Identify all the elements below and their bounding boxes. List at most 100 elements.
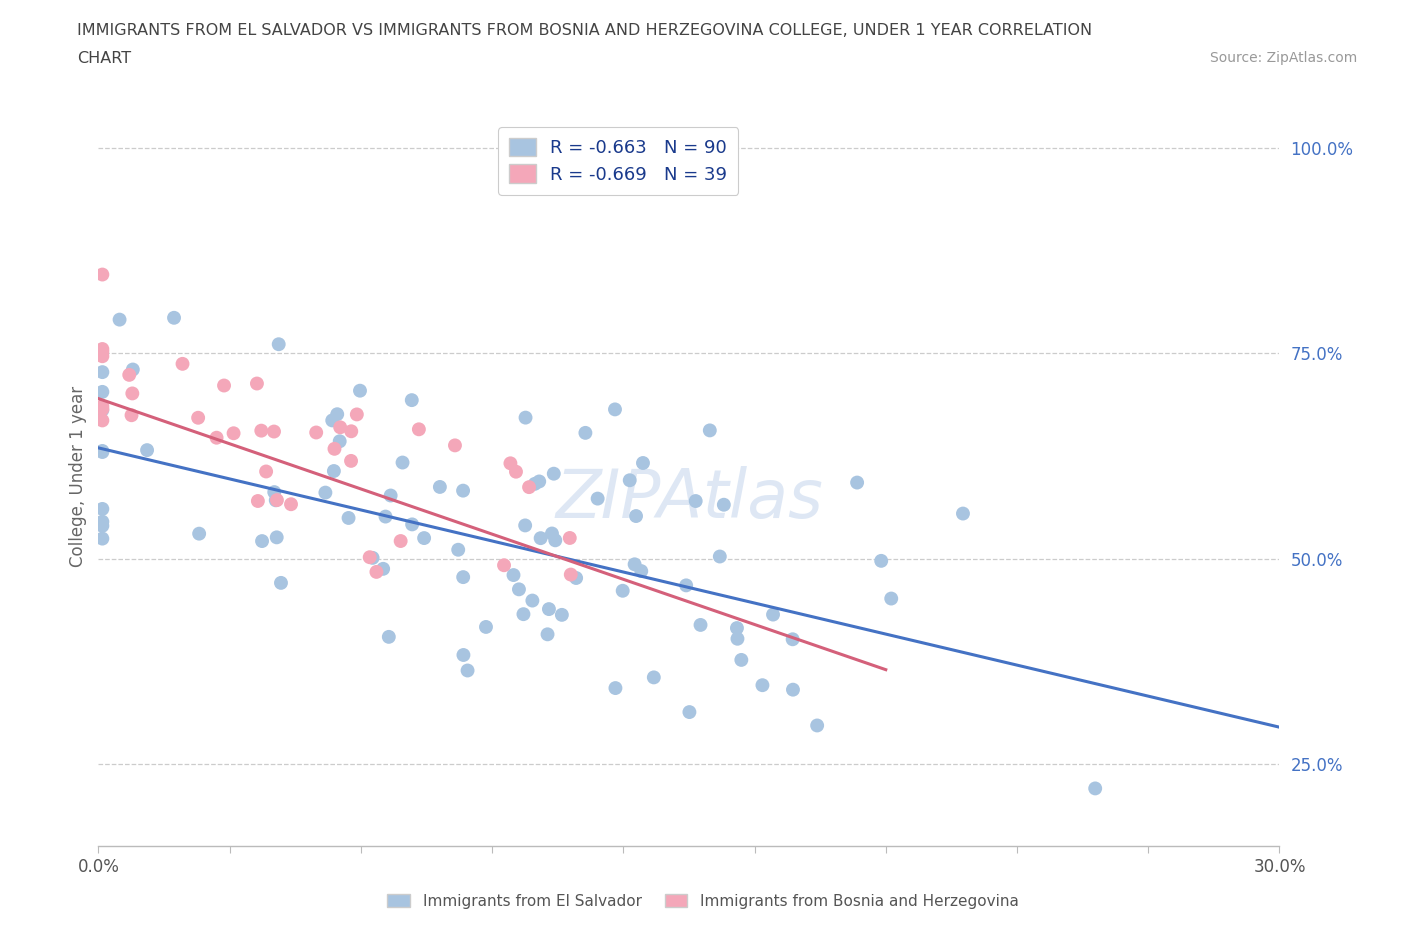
Point	[699, 423, 721, 438]
Point	[374, 509, 396, 524]
Point	[266, 493, 288, 508]
Point	[91, 518, 114, 533]
Point	[91, 365, 114, 379]
Point	[457, 663, 479, 678]
Point	[91, 531, 114, 546]
Point	[323, 442, 346, 457]
Point	[172, 356, 194, 371]
Point	[541, 526, 564, 541]
Point	[91, 349, 114, 364]
Point	[537, 602, 560, 617]
Point	[713, 498, 735, 512]
Point	[91, 344, 114, 359]
Point	[586, 491, 609, 506]
Point	[267, 337, 290, 352]
Point	[751, 678, 773, 693]
Point	[91, 444, 114, 458]
Point	[205, 431, 228, 445]
Point	[730, 653, 752, 668]
Point	[280, 497, 302, 512]
Point	[163, 311, 186, 325]
Text: CHART: CHART	[77, 51, 131, 66]
Point	[762, 607, 785, 622]
Point	[675, 578, 697, 592]
Point	[444, 438, 467, 453]
Point	[359, 550, 381, 565]
Point	[685, 494, 707, 509]
Point	[543, 466, 565, 481]
Point	[91, 445, 114, 459]
Point	[515, 518, 537, 533]
Point	[499, 456, 522, 471]
Point	[337, 511, 360, 525]
Point	[329, 433, 352, 448]
Point	[250, 534, 273, 549]
Point	[475, 619, 498, 634]
Point	[880, 591, 903, 606]
Point	[523, 476, 546, 491]
Point	[91, 403, 114, 418]
Point	[624, 509, 647, 524]
Text: Source: ZipAtlas.com: Source: ZipAtlas.com	[1209, 51, 1357, 65]
Point	[565, 571, 588, 586]
Point	[689, 618, 711, 632]
Point	[91, 399, 114, 414]
Point	[530, 531, 553, 546]
Point	[631, 456, 654, 471]
Point	[108, 312, 131, 327]
Point	[254, 464, 277, 479]
Point	[451, 570, 474, 585]
Point	[429, 480, 451, 495]
Point	[349, 383, 371, 398]
Point	[91, 402, 114, 417]
Point	[522, 593, 544, 608]
Point	[270, 576, 292, 591]
Point	[136, 443, 159, 458]
Point	[91, 501, 114, 516]
Point	[453, 647, 475, 662]
Point	[121, 407, 143, 422]
Point	[91, 341, 114, 356]
Point	[727, 631, 749, 646]
Point	[91, 514, 114, 529]
Point	[505, 464, 527, 479]
Point	[1084, 781, 1107, 796]
Point	[870, 553, 893, 568]
Point	[619, 472, 641, 487]
Point	[246, 494, 269, 509]
Legend: R = -0.663   N = 90, R = -0.669   N = 39: R = -0.663 N = 90, R = -0.669 N = 39	[498, 127, 738, 194]
Point	[846, 475, 869, 490]
Point	[373, 562, 395, 577]
Point	[91, 267, 114, 282]
Point	[380, 488, 402, 503]
Point	[222, 426, 245, 441]
Point	[391, 455, 413, 470]
Point	[782, 683, 804, 698]
Point	[188, 526, 211, 541]
Point	[246, 376, 269, 391]
Point	[492, 558, 515, 573]
Point	[517, 480, 540, 495]
Point	[806, 718, 828, 733]
Point	[643, 670, 665, 684]
Point	[305, 425, 328, 440]
Point	[250, 423, 273, 438]
Point	[91, 384, 114, 399]
Point	[340, 424, 363, 439]
Point	[408, 422, 430, 437]
Point	[91, 413, 114, 428]
Point	[623, 557, 645, 572]
Text: ZIPAtlas: ZIPAtlas	[555, 466, 823, 532]
Point	[574, 425, 596, 440]
Point	[558, 530, 581, 545]
Point	[451, 484, 474, 498]
Point	[782, 631, 804, 646]
Point	[401, 392, 423, 407]
Point	[605, 681, 627, 696]
Point	[389, 534, 412, 549]
Point	[709, 549, 731, 564]
Point	[212, 379, 235, 393]
Legend: Immigrants from El Salvador, Immigrants from Bosnia and Herzegovina: Immigrants from El Salvador, Immigrants …	[381, 887, 1025, 915]
Point	[264, 493, 287, 508]
Point	[678, 705, 700, 720]
